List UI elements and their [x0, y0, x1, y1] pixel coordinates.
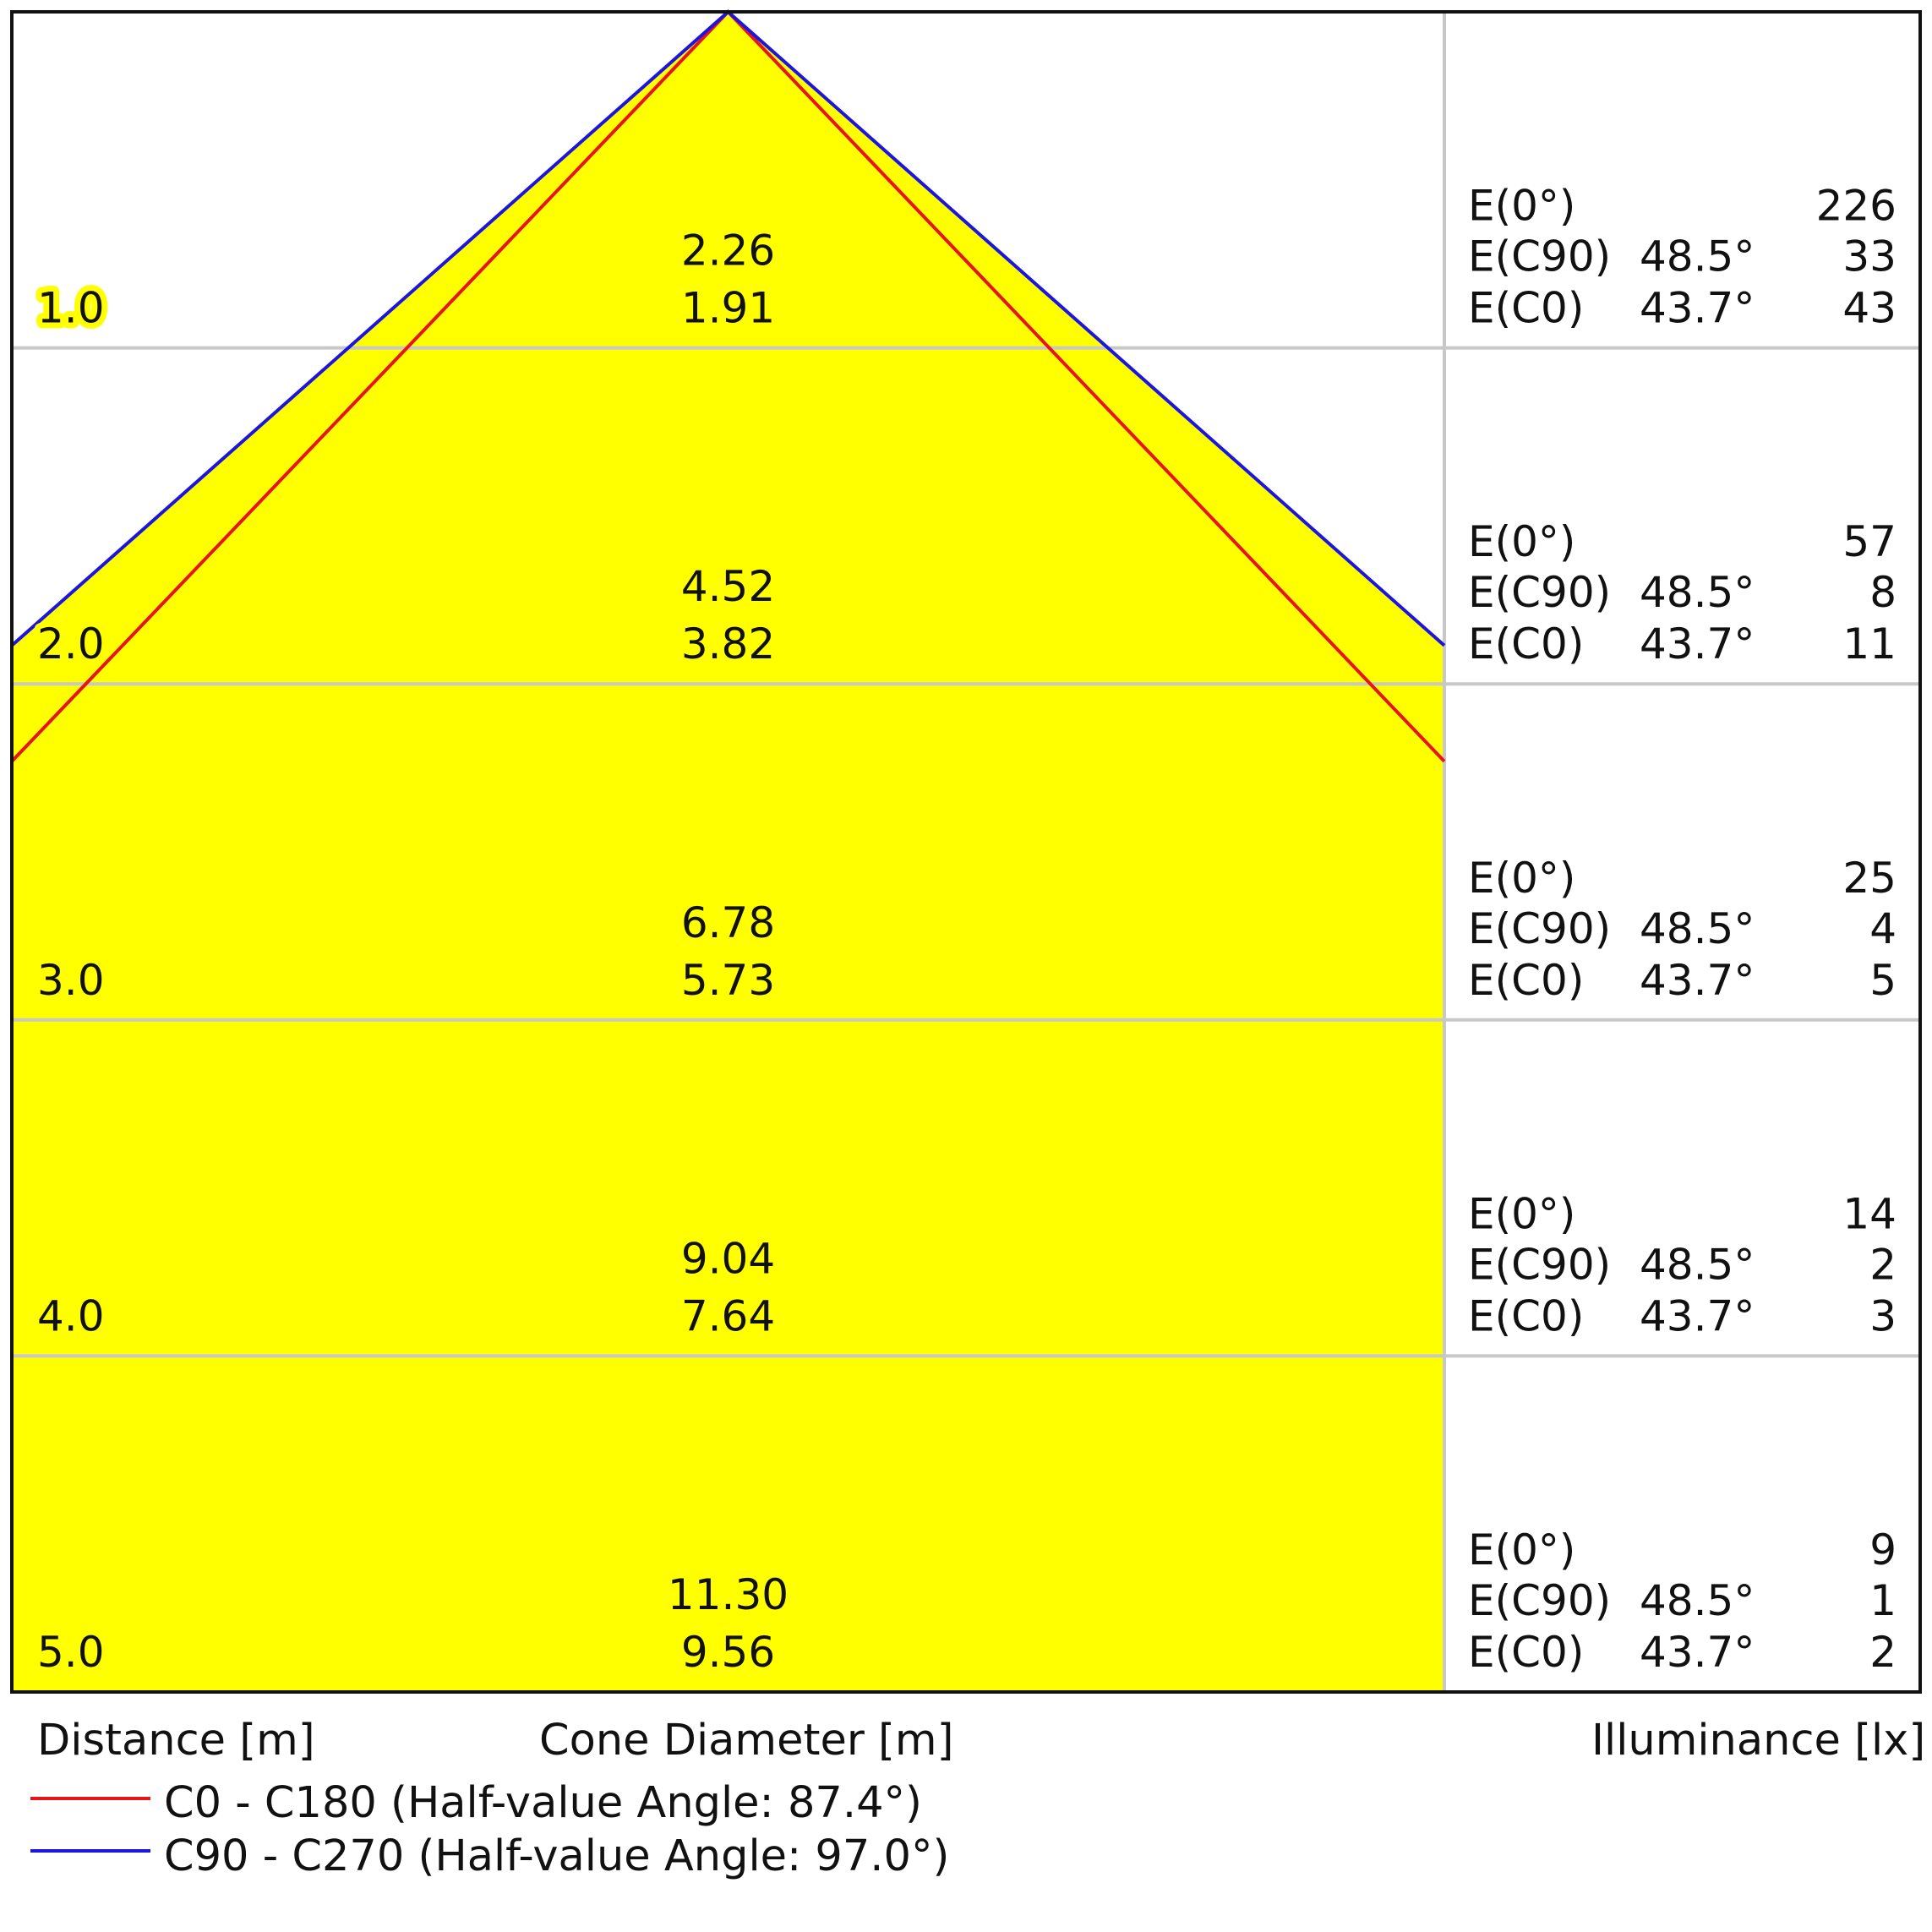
ec90-label: E(C90) [1468, 232, 1611, 281]
ec90-label: E(C90) [1468, 1240, 1611, 1289]
ec0-value: 11 [1842, 619, 1897, 669]
ec90-value: 2 [1869, 1240, 1897, 1289]
distance-tick-label: 1.0 [37, 284, 105, 333]
e0-value: 14 [1842, 1189, 1897, 1238]
legend-label-c90: C90 - C270 (Half-value Angle: 97.0°) [164, 1831, 949, 1881]
ec0-label: E(C0) [1468, 1291, 1584, 1340]
diameter-c90-label: 9.04 [681, 1234, 775, 1283]
e0-label: E(0°) [1468, 182, 1575, 231]
e0-value: 25 [1842, 854, 1897, 903]
chart-frame [10, 10, 1922, 1694]
ec0-label: E(C0) [1468, 1628, 1584, 1677]
ec0-angle: 43.7° [1640, 284, 1755, 333]
diameter-c0-label: 9.56 [681, 1628, 775, 1677]
ec90-label: E(C90) [1468, 904, 1611, 953]
illuminance-axis-label: Illuminance [lx] [1591, 1716, 1925, 1766]
e0-label: E(0°) [1468, 517, 1575, 566]
ec0-angle: 43.7° [1640, 619, 1755, 669]
ec90-value: 33 [1842, 232, 1897, 281]
distance-tick-label: 2.0 [37, 619, 105, 669]
diameter-c0-label: 1.91 [681, 284, 775, 333]
diameter-c90-label: 2.26 [681, 226, 775, 276]
frame-layer [10, 10, 1922, 1694]
grid-layer [12, 12, 1920, 1692]
ec0-angle: 43.7° [1640, 1291, 1755, 1340]
diameter-c90-label: 11.30 [668, 1570, 789, 1619]
ec90-angle: 48.5° [1640, 1576, 1755, 1625]
diameter-c90-label: 6.78 [681, 898, 775, 947]
ec0-angle: 43.7° [1640, 1628, 1755, 1677]
ec90-angle: 48.5° [1640, 568, 1755, 617]
ec0-angle: 43.7° [1640, 956, 1755, 1005]
e0-value: 9 [1869, 1525, 1897, 1575]
distance-tick-label: 4.0 [37, 1291, 105, 1340]
e0-value: 226 [1816, 182, 1897, 231]
diameter-c90-label: 4.52 [681, 562, 775, 611]
ec0-value: 5 [1869, 956, 1897, 1005]
cone-fill [12, 12, 1444, 1692]
e0-label: E(0°) [1468, 1189, 1575, 1238]
ec0-label: E(C0) [1468, 956, 1584, 1005]
ec90-angle: 48.5° [1640, 1240, 1755, 1289]
ec0-label: E(C0) [1468, 619, 1584, 669]
ec90-angle: 48.5° [1640, 904, 1755, 953]
distance-axis-label: Distance [m] [37, 1716, 315, 1766]
diameter-c0-label: 5.73 [681, 956, 775, 1005]
ec90-angle: 48.5° [1640, 232, 1755, 281]
ec90-label: E(C90) [1468, 1576, 1611, 1625]
distance-tick-label: 5.0 [37, 1628, 105, 1677]
distance-tick-label: 3.0 [37, 956, 105, 1005]
e0-value: 57 [1842, 517, 1897, 566]
ec0-label: E(C0) [1468, 284, 1584, 333]
diameter-c0-label: 7.64 [681, 1291, 775, 1340]
legend-label-c0: C0 - C180 (Half-value Angle: 87.4°) [164, 1778, 922, 1828]
ec0-value: 2 [1869, 1628, 1897, 1677]
ec90-value: 8 [1869, 568, 1897, 617]
ec90-label: E(C90) [1468, 568, 1611, 617]
e0-label: E(0°) [1468, 854, 1575, 903]
e0-label: E(0°) [1468, 1525, 1575, 1575]
cone-diameter-axis-label: Cone Diameter [m] [539, 1716, 954, 1766]
ec0-value: 43 [1842, 284, 1897, 333]
ec90-value: 1 [1869, 1576, 1897, 1625]
diameter-c0-label: 3.82 [681, 619, 775, 669]
cone-fill-layer [12, 12, 1444, 1692]
ec90-value: 4 [1869, 904, 1897, 953]
ec0-value: 3 [1869, 1291, 1897, 1340]
